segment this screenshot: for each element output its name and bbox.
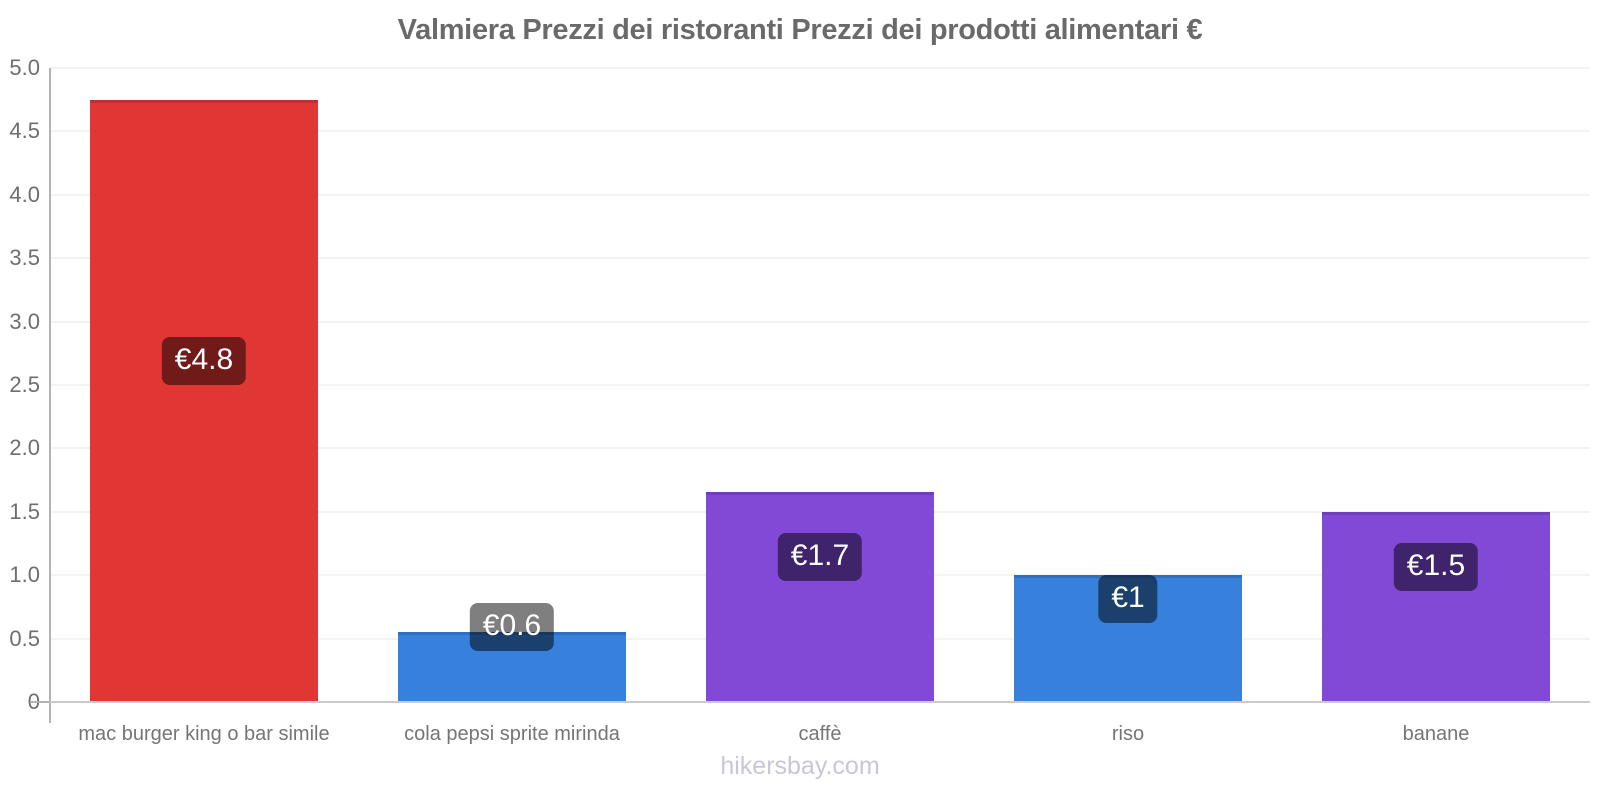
y-tick-label: 5.0 — [9, 55, 40, 80]
gridline — [50, 130, 1590, 133]
bar-3 — [706, 492, 934, 702]
y-tick-label: 2.5 — [9, 372, 40, 397]
y-tick-label: 1.0 — [9, 562, 40, 588]
y-tick-label: 0.5 — [9, 625, 40, 651]
gridline — [50, 67, 1590, 69]
gridline — [50, 320, 1590, 323]
y-tick-label: 4.0 — [9, 181, 40, 207]
value-label-badge: €4.8 — [161, 337, 247, 385]
zero-tick-mark — [30, 701, 50, 703]
value-label-badge: €1.5 — [1393, 543, 1479, 591]
x-tick-label: caffè — [798, 723, 842, 745]
value-label-badge: €1.7 — [777, 533, 863, 581]
chart-title: Valmiera Prezzi dei ristoranti Prezzi de… — [397, 14, 1203, 46]
gridline — [50, 447, 1590, 450]
x-tick-label: banane — [1402, 723, 1470, 745]
y-tick-label: 2.0 — [9, 435, 40, 461]
x-axis-line — [50, 701, 1590, 703]
gridline — [50, 193, 1590, 196]
x-tick-label: mac burger king o bar simile — [78, 723, 330, 745]
y-tick-label: 1.5 — [9, 498, 40, 524]
value-label-badge: €1 — [1098, 574, 1158, 623]
x-tick-label: cola pepsi sprite mirinda — [404, 723, 620, 745]
x-tick-label: riso — [1111, 723, 1145, 745]
bar-5 — [1322, 512, 1550, 702]
bar-1 — [90, 100, 318, 702]
y-tick-label: 3.0 — [9, 308, 40, 334]
gridline — [50, 257, 1590, 260]
watermark-text: hikersbay.com — [720, 752, 880, 780]
gridline — [50, 384, 1590, 386]
value-label-badge: €0.6 — [469, 603, 555, 651]
y-tick-label: 4.5 — [9, 118, 40, 144]
y-tick-label: 3.5 — [9, 245, 40, 271]
y-axis-line — [49, 68, 51, 723]
